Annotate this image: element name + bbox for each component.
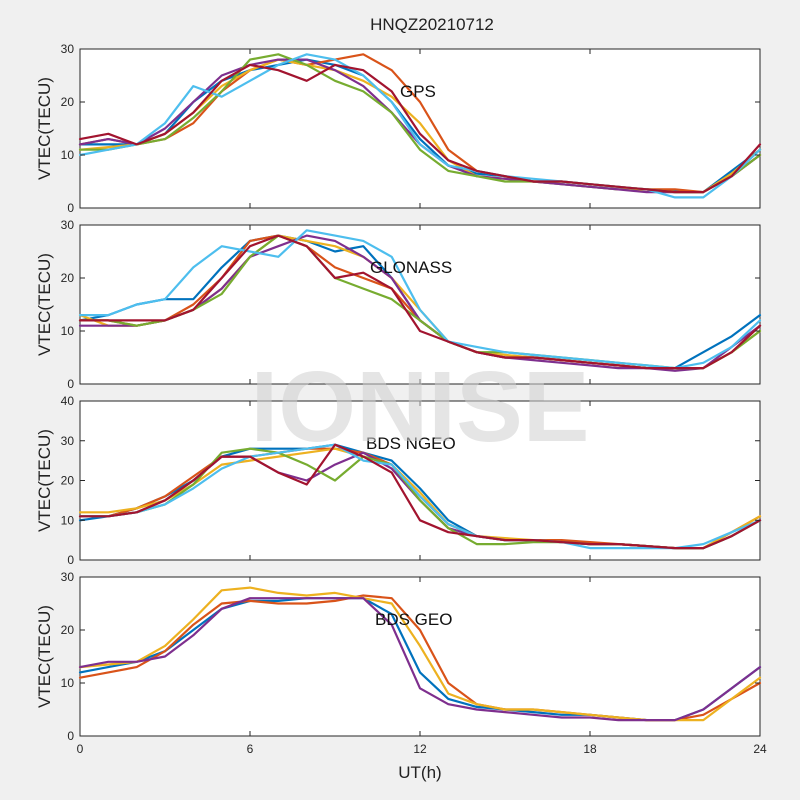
y-tick-label: 0	[67, 201, 74, 215]
series-line	[78, 229, 762, 370]
y-tick-label: 20	[61, 271, 75, 285]
series-line	[78, 234, 762, 370]
panels: 0 10 20 30 VTEC(TECU) GPS 0 10 20 30 VTEC(TECU) GLO…	[35, 42, 767, 782]
x-tick-label: 18	[583, 742, 597, 756]
y-tick-label: 0	[67, 377, 74, 391]
panel-2: 0 10 20 30 VTEC(TECU) GLONASS	[35, 218, 762, 391]
y-tick-label: 10	[61, 148, 75, 162]
axes-box	[79, 48, 761, 209]
y-axis-label: VTEC(TECU)	[35, 429, 54, 532]
x-axis-label: UT(h)	[398, 763, 441, 782]
y-tick-label: 40	[61, 394, 75, 408]
y-tick-label: 30	[61, 42, 75, 56]
x-tick-label: 24	[753, 742, 767, 756]
panel-label: BDS GEO	[375, 610, 452, 629]
y-axis-label: VTEC(TECU)	[35, 605, 54, 708]
axes-box	[79, 576, 761, 737]
y-axis-label: VTEC(TECU)	[35, 253, 54, 356]
panel-4: 0 10 20 30 0 6 12 18 24 VTEC(TECU) BDS GEO UT(h)	[35, 570, 767, 782]
y-tick-label: 0	[67, 729, 74, 743]
figure-title: HNQZ20210712	[370, 15, 494, 34]
panel-label: GPS	[400, 82, 436, 101]
y-tick-label: 10	[61, 676, 75, 690]
y-tick-label: 10	[61, 513, 75, 527]
y-tick-label: 30	[61, 218, 75, 232]
panel-3: 0 10 20 30 40 VTEC(TECU) BDS NGEO	[35, 394, 762, 567]
y-tick-label: 30	[61, 570, 75, 584]
series-line	[78, 443, 762, 550]
series-line	[78, 63, 762, 194]
panel-label: BDS NGEO	[366, 434, 456, 453]
x-tick-label: 0	[77, 742, 84, 756]
y-tick-label: 20	[61, 623, 75, 637]
series-line	[78, 443, 762, 550]
y-tick-label: 30	[61, 434, 75, 448]
panel-1: 0 10 20 30 VTEC(TECU) GPS	[35, 42, 762, 215]
y-axis-label: VTEC(TECU)	[35, 77, 54, 180]
series-line	[78, 597, 762, 722]
y-tick-label: 20	[61, 474, 75, 488]
y-tick-label: 0	[67, 553, 74, 567]
watermark: IONISE	[251, 351, 590, 463]
panel-label: GLONASS	[370, 258, 452, 277]
y-tick-label: 10	[61, 324, 75, 338]
y-tick-label: 20	[61, 95, 75, 109]
x-tick-label: 12	[413, 742, 427, 756]
x-tick-label: 6	[247, 742, 254, 756]
